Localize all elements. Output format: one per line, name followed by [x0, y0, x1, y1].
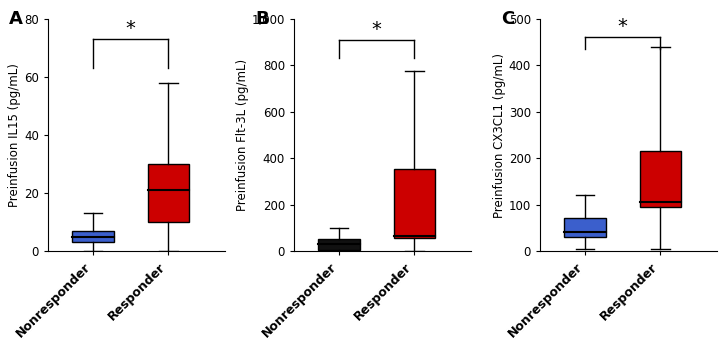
Polygon shape: [318, 239, 360, 250]
Polygon shape: [565, 218, 606, 237]
Y-axis label: Preinfusion IL15 (pg/mL): Preinfusion IL15 (pg/mL): [8, 63, 21, 207]
Polygon shape: [148, 164, 189, 222]
Text: B: B: [255, 10, 269, 28]
Y-axis label: Preinfusion Flt-3L (pg/mL): Preinfusion Flt-3L (pg/mL): [236, 59, 249, 211]
Text: *: *: [618, 16, 628, 35]
Polygon shape: [639, 151, 681, 207]
Text: *: *: [372, 20, 381, 39]
Text: A: A: [9, 10, 23, 28]
Polygon shape: [72, 231, 114, 243]
Polygon shape: [394, 169, 435, 238]
Text: *: *: [125, 19, 136, 38]
Text: C: C: [501, 10, 514, 28]
Y-axis label: Preinfusion CX3CL1 (pg/mL): Preinfusion CX3CL1 (pg/mL): [493, 53, 506, 218]
